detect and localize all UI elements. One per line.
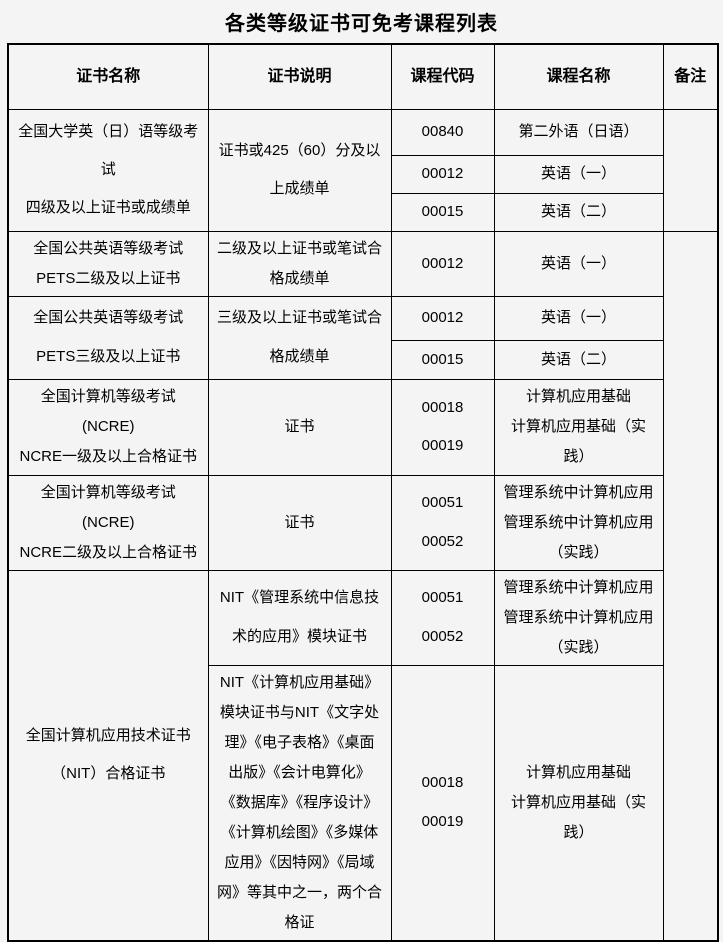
cert-name-cell: 全国计算机等级考试 (NCRE) NCRE二级及以上合格证书 bbox=[7, 474, 209, 571]
course-code-cell: 00012 bbox=[390, 154, 495, 194]
col-header-course-code: 课程代码 bbox=[390, 43, 495, 110]
col-header-course-name: 课程名称 bbox=[493, 43, 664, 110]
course-code-cell: 00012 bbox=[390, 230, 495, 297]
course-name-cell: 管理系统中计算机应用 管理系统中计算机应用 （实践） bbox=[493, 474, 664, 571]
cert-name-cell: 全国公共英语等级考试 PETS二级及以上证书 bbox=[7, 230, 209, 297]
course-name-cell: 英语（一） bbox=[493, 295, 664, 341]
course-name-cell: 英语（二） bbox=[493, 192, 664, 232]
cert-name-cell: 全国公共英语等级考试 PETS三级及以上证书 bbox=[7, 295, 209, 380]
cert-desc-cell: 二级及以上证书或笔试合 格成绩单 bbox=[207, 230, 392, 297]
course-code-cell: 00015 bbox=[390, 192, 495, 232]
table-row: 00015 英语（二） bbox=[8, 339, 718, 380]
exemption-table: 证书名称 证书说明 课程代码 课程名称 备注 全国大学英（日）语等级考 试 四级… bbox=[7, 43, 719, 942]
cert-desc-cell: NIT《管理系统中信息技 术的应用》模块证书 bbox=[207, 569, 392, 666]
cert-desc-cell: 三级及以上证书或笔试合 格成绩单 bbox=[207, 295, 392, 380]
course-code-cell: 00840 bbox=[390, 108, 495, 156]
col-header-cert-desc: 证书说明 bbox=[207, 43, 392, 110]
cert-desc-cell: 证书 bbox=[207, 378, 392, 476]
course-name-cell: 管理系统中计算机应用 管理系统中计算机应用 （实践） bbox=[493, 569, 664, 666]
course-name-cell: 计算机应用基础 计算机应用基础（实 践） bbox=[493, 664, 664, 941]
remarks-cell bbox=[662, 230, 719, 941]
cert-name-cell: 全国计算机应用技术证书 （NIT）合格证书 bbox=[7, 569, 209, 941]
cert-name-cell: 全国大学英（日）语等级考 试 四级及以上证书或成绩单 bbox=[7, 108, 209, 232]
header-row: 证书名称 证书说明 课程代码 课程名称 备注 bbox=[7, 43, 719, 110]
table-row: 全国计算机等级考试 (NCRE) NCRE二级及以上合格证书 证书 00051 … bbox=[7, 474, 718, 571]
table-row: NIT《计算机应用基础》 模块证书与NIT《文字处 理》《电子表格》《桌面 出版… bbox=[8, 664, 718, 941]
course-code-cell: 00012 bbox=[390, 295, 495, 341]
course-code-cell: 00051 00052 bbox=[390, 569, 495, 666]
table-row: 全国计算机等级考试 (NCRE) NCRE一级及以上合格证书 证书 00018 … bbox=[7, 378, 718, 476]
table-row: 全国计算机应用技术证书 （NIT）合格证书 NIT《管理系统中信息技 术的应用》… bbox=[7, 569, 718, 941]
remarks-cell bbox=[662, 108, 719, 232]
table-row: 全国公共英语等级考试 PETS二级及以上证书 二级及以上证书或笔试合 格成绩单 … bbox=[7, 230, 719, 941]
cert-desc-cell: 证书 bbox=[207, 474, 392, 571]
course-code-cell: 00018 00019 bbox=[390, 664, 495, 941]
cert-desc-cell: NIT《计算机应用基础》 模块证书与NIT《文字处 理》《电子表格》《桌面 出版… bbox=[207, 664, 392, 941]
course-code-cell: 00051 00052 bbox=[390, 474, 495, 571]
course-code-cell: 00015 bbox=[390, 339, 495, 380]
table-row: 00015 英语（二） bbox=[8, 192, 718, 232]
col-header-remarks: 备注 bbox=[662, 43, 719, 110]
course-name-cell: 英语（二） bbox=[493, 339, 664, 380]
cert-name-cell: 全国计算机等级考试 (NCRE) NCRE一级及以上合格证书 bbox=[7, 378, 209, 476]
course-code-cell: 00018 00019 bbox=[390, 378, 495, 476]
table-row: 00012 英语（一） bbox=[8, 154, 718, 194]
course-name-cell: 英语（一） bbox=[493, 230, 664, 297]
col-header-cert-name: 证书名称 bbox=[7, 43, 209, 110]
course-name-cell: 第二外语（日语） bbox=[493, 108, 664, 156]
course-name-cell: 计算机应用基础 计算机应用基础（实 践） bbox=[493, 378, 664, 476]
course-name-cell: 英语（一） bbox=[493, 154, 664, 194]
table-row: 全国大学英（日）语等级考 试 四级及以上证书或成绩单 证书或425（60）分及以… bbox=[7, 108, 719, 232]
page-title: 各类等级证书可免考课程列表 bbox=[225, 13, 498, 35]
table-row: 全国公共英语等级考试 PETS三级及以上证书 三级及以上证书或笔试合 格成绩单 … bbox=[7, 295, 718, 380]
cert-desc-cell: 证书或425（60）分及以 上成绩单 bbox=[207, 108, 392, 232]
